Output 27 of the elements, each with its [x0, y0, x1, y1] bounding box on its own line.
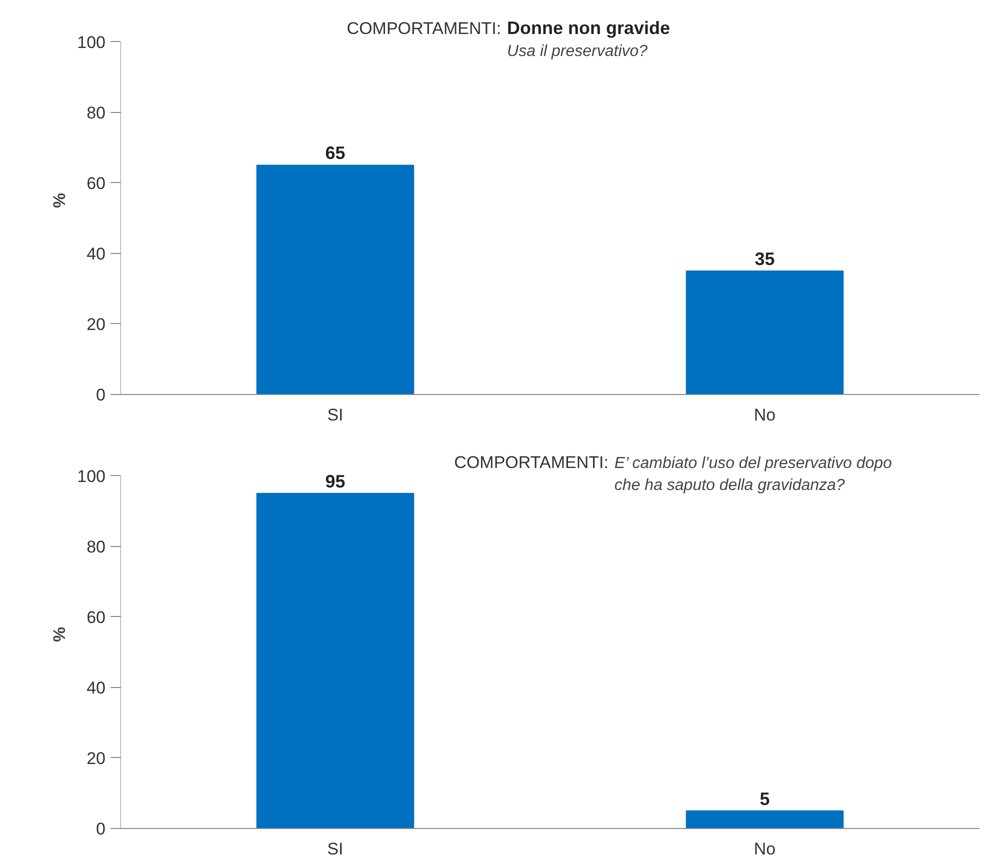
- y-axis-title: %: [50, 192, 70, 208]
- y-tick-label: 40: [86, 678, 106, 698]
- data-label: 35: [754, 249, 775, 270]
- y-tick-label: 0: [96, 820, 106, 838]
- y-tick-label: 20: [86, 314, 106, 334]
- chart-title: COMPORTAMENTI:: [454, 452, 608, 472]
- y-tick-label: 40: [86, 244, 106, 264]
- data-label: 5: [760, 788, 770, 809]
- y-tick-label: 80: [86, 103, 106, 122]
- y-tick-label: 60: [86, 174, 106, 193]
- x-tick-label: SI: [327, 406, 344, 424]
- data-label: 65: [325, 143, 346, 164]
- x-tick-label: No: [754, 840, 776, 858]
- chart-subtitle: Donne non gravide: [507, 18, 670, 38]
- y-tick-label: 100: [77, 466, 106, 486]
- data-label: 95: [325, 471, 346, 492]
- y-tick-label: 0: [96, 386, 106, 404]
- y-axis-title: %: [50, 626, 70, 642]
- annotation: Usa il preservativo?: [507, 42, 648, 60]
- x-tick-label: No: [754, 406, 776, 424]
- annotation: E’ cambiato l’uso del preservativo dopo che ha saputo della gravidanza?: [614, 454, 892, 494]
- y-tick-label: 100: [77, 32, 106, 52]
- y-tick-label: 80: [86, 537, 106, 556]
- y-tick-label: 20: [86, 748, 106, 768]
- y-tick-label: 60: [86, 608, 106, 627]
- chart-title: COMPORTAMENTI:: [346, 18, 502, 38]
- x-tick-label: SI: [327, 840, 344, 858]
